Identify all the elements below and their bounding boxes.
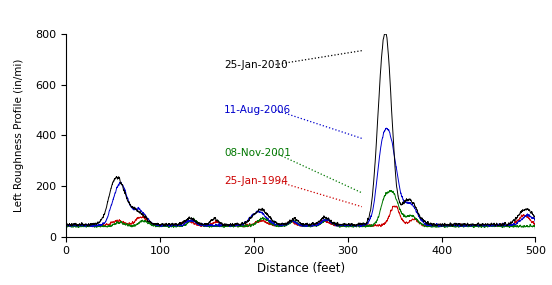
Text: 25-Jan-2010: 25-Jan-2010 — [224, 60, 288, 70]
Text: 08-Nov-2001: 08-Nov-2001 — [224, 148, 291, 158]
X-axis label: Distance (feet): Distance (feet) — [257, 262, 345, 275]
Text: 25-Jan-1994: 25-Jan-1994 — [224, 176, 288, 186]
Text: 11-Aug-2006: 11-Aug-2006 — [224, 105, 291, 115]
Y-axis label: Left Roughness Profile (in/mi): Left Roughness Profile (in/mi) — [14, 59, 24, 212]
